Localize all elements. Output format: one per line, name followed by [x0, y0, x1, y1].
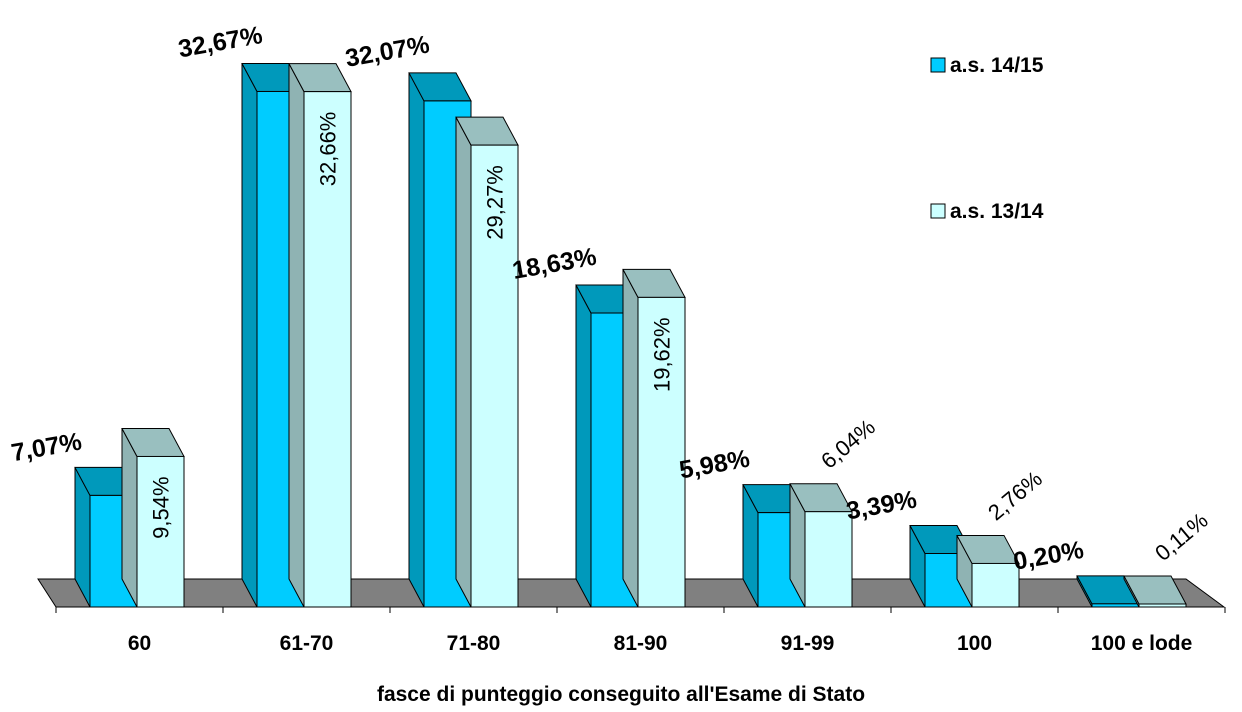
- x-axis-title: fasce di punteggio conseguito all'Esame …: [377, 683, 865, 706]
- data-label-s1-0: 7,07%: [9, 427, 84, 467]
- x-tick-label-3: 81-90: [614, 632, 668, 655]
- legend-swatch-s2: [930, 203, 946, 219]
- data-label-s2-5: 2,76%: [983, 466, 1047, 525]
- x-tick-label-6: 100 e lode: [1091, 632, 1193, 655]
- data-label-s2-4: 6,04%: [816, 414, 880, 473]
- data-label-s1-5: 3,39%: [844, 486, 919, 526]
- legend-label-s2: a.s. 13/14: [950, 200, 1044, 223]
- data-label-s2-6: 0,11%: [1150, 508, 1213, 566]
- bar-s1-1-side: [241, 63, 258, 608]
- data-label-s1-3: 18,63%: [510, 243, 598, 285]
- bar-s2-3: [637, 296, 686, 608]
- bar-s2-3-side: [622, 269, 639, 608]
- data-label-s2-3: 19,62%: [650, 317, 675, 392]
- legend-swatch-s1: [930, 57, 946, 73]
- data-label-s1-6: 0,20%: [1011, 536, 1086, 576]
- bar-s2-2-side: [455, 116, 472, 608]
- bar-s2-1-side: [288, 63, 305, 608]
- x-tick-label-5: 100: [957, 632, 992, 655]
- data-label-s1-1: 32,67%: [176, 21, 264, 63]
- legend-label-s1: a.s. 14/15: [950, 54, 1044, 77]
- bar-s2-6: [1138, 603, 1187, 608]
- x-tick-label-1: 61-70: [280, 632, 334, 655]
- bar-s2-1: [303, 91, 352, 608]
- x-tick-label-0: 60: [128, 632, 151, 655]
- data-label-s2-0: 9,54%: [149, 476, 174, 538]
- data-label-s1-2: 32,07%: [343, 31, 431, 73]
- bar-s1-3-side: [575, 284, 592, 608]
- bar-s1-6: [1091, 603, 1140, 608]
- bar-s2-0: [136, 455, 185, 608]
- bar-s1-2-side: [408, 72, 425, 608]
- bar-s2-0-side: [121, 428, 138, 608]
- data-label-s2-2: 29,27%: [483, 165, 508, 240]
- data-label-s1-4: 5,98%: [677, 445, 752, 485]
- bar-s2-5: [971, 562, 1020, 608]
- bar-s2-4: [804, 511, 853, 608]
- data-label-s2-1: 32,66%: [316, 112, 341, 187]
- bar-s2-2: [470, 144, 519, 608]
- x-tick-label-2: 71-80: [447, 632, 501, 655]
- x-tick-label-4: 91-99: [781, 632, 835, 655]
